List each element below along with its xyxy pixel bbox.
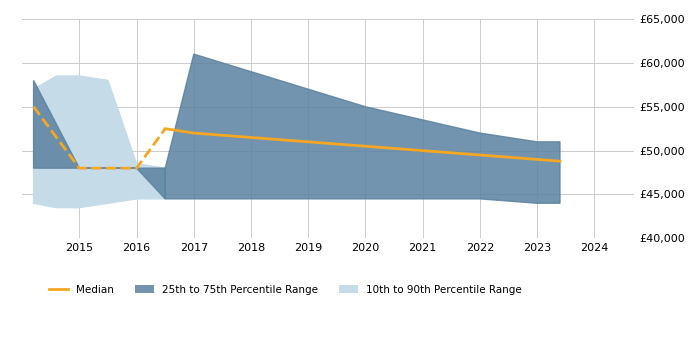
Polygon shape	[165, 54, 560, 203]
Polygon shape	[34, 80, 165, 199]
Polygon shape	[34, 76, 165, 208]
Legend: Median, 25th to 75th Percentile Range, 10th to 90th Percentile Range: Median, 25th to 75th Percentile Range, 1…	[45, 281, 526, 299]
